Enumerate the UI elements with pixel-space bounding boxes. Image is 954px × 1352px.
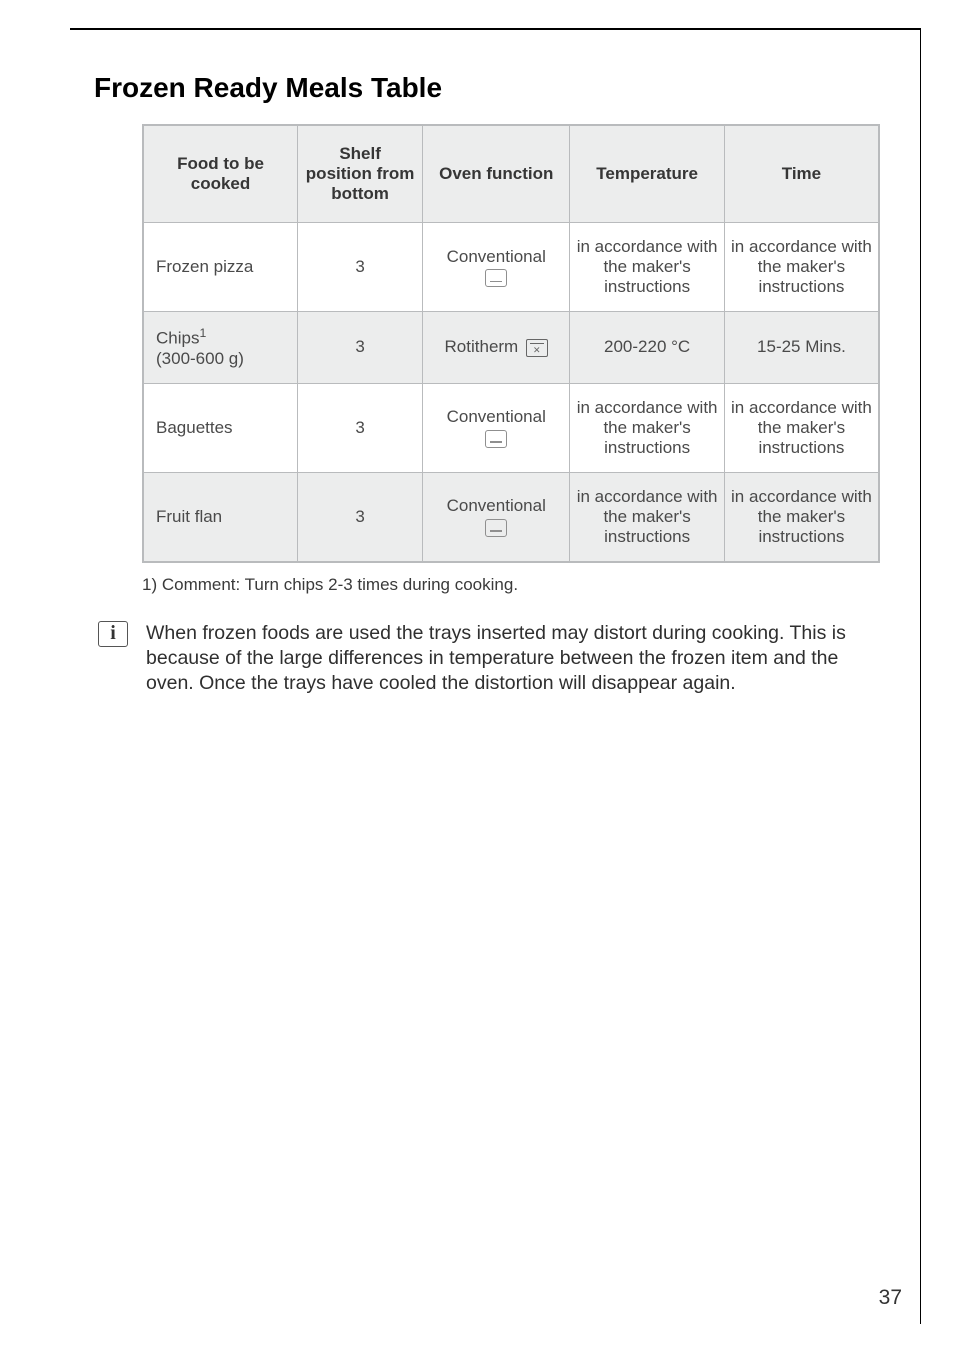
- cell-function: Conventional: [423, 223, 570, 312]
- info-icon: i: [98, 621, 128, 647]
- table-wrapper: Food to be cooked Shelf position from bo…: [142, 124, 880, 563]
- col-shelf: Shelf position from bottom: [298, 125, 423, 223]
- cell-food: Baguettes: [143, 383, 298, 472]
- cell-time: 15-25 Mins.: [724, 312, 879, 384]
- rotitherm-icon: [526, 339, 548, 357]
- conventional-icon: [485, 269, 507, 287]
- cell-food: Fruit flan: [143, 472, 298, 562]
- table-header-row: Food to be cooked Shelf position from bo…: [143, 125, 879, 223]
- cell-time: in accordance with the maker's instructi…: [724, 472, 879, 562]
- cell-shelf: 3: [298, 312, 423, 384]
- cell-function: Rotitherm: [423, 312, 570, 384]
- cell-time: in accordance with the maker's instructi…: [724, 223, 879, 312]
- cell-temperature: 200-220 °C: [570, 312, 725, 384]
- page-frame: Frozen Ready Meals Table Food to be cook…: [70, 28, 921, 1324]
- cell-food: Frozen pizza: [143, 223, 298, 312]
- section-heading: Frozen Ready Meals Table: [94, 72, 888, 104]
- table-row: Frozen pizza 3 Conventional in accordanc…: [143, 223, 879, 312]
- cell-food: Chips1(300-600 g): [143, 312, 298, 384]
- cell-time: in accordance with the maker's instructi…: [724, 383, 879, 472]
- cell-temperature: in accordance with the maker's instructi…: [570, 383, 725, 472]
- page-number: 37: [879, 1286, 902, 1310]
- cell-shelf: 3: [298, 383, 423, 472]
- info-text: When frozen foods are used the trays ins…: [146, 621, 888, 697]
- conventional-icon: [485, 430, 507, 448]
- col-function: Oven function: [423, 125, 570, 223]
- function-label: Rotitherm: [445, 337, 519, 356]
- content-area: Frozen Ready Meals Table Food to be cook…: [70, 28, 920, 697]
- col-time: Time: [724, 125, 879, 223]
- function-label: Conventional: [447, 496, 546, 515]
- cell-function: Conventional: [423, 472, 570, 562]
- table-row: Chips1(300-600 g) 3 Rotitherm 200-220 °C…: [143, 312, 879, 384]
- col-food: Food to be cooked: [143, 125, 298, 223]
- cell-function: Conventional: [423, 383, 570, 472]
- col-temperature: Temperature: [570, 125, 725, 223]
- function-label: Conventional: [447, 407, 546, 426]
- frozen-meals-table: Food to be cooked Shelf position from bo…: [142, 124, 880, 563]
- conventional-icon: [485, 519, 507, 537]
- cell-temperature: in accordance with the maker's instructi…: [570, 472, 725, 562]
- cell-temperature: in accordance with the maker's instructi…: [570, 223, 725, 312]
- function-label: Conventional: [447, 247, 546, 266]
- table-row: Fruit flan 3 Conventional in accordance …: [143, 472, 879, 562]
- cell-shelf: 3: [298, 223, 423, 312]
- table-row: Baguettes 3 Conventional in accordance w…: [143, 383, 879, 472]
- cell-shelf: 3: [298, 472, 423, 562]
- info-note: i When frozen foods are used the trays i…: [94, 621, 888, 697]
- table-footnote: 1) Comment: Turn chips 2-3 times during …: [142, 575, 888, 595]
